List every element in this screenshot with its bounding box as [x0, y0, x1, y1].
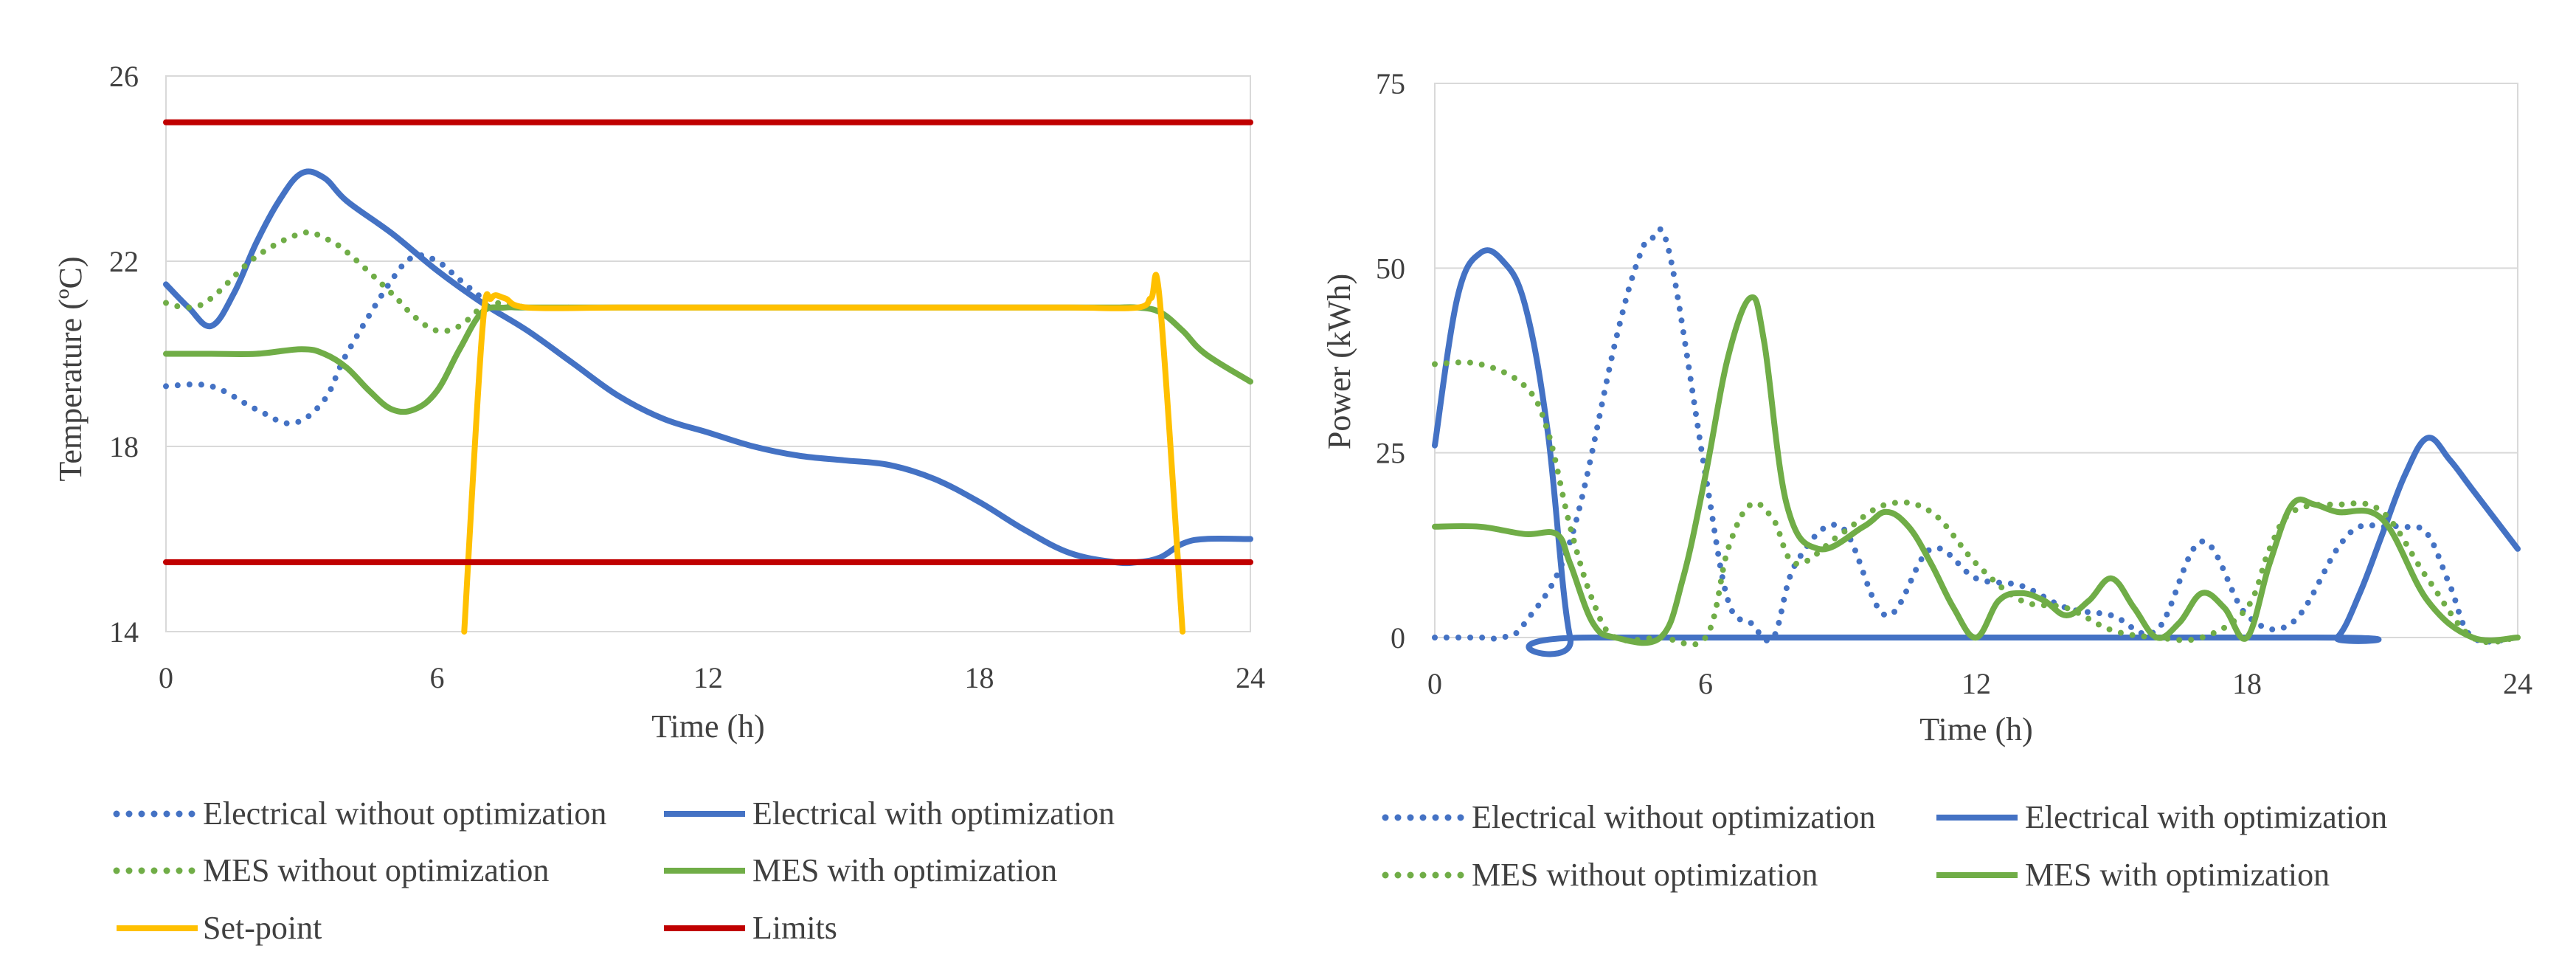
- legend-label: MES with optimization: [752, 852, 1057, 888]
- series-line-electrical-without-optimization: [163, 252, 485, 426]
- legend-label: Set-point: [203, 910, 322, 946]
- series-lines: [163, 119, 1253, 635]
- x-tick-label: 18: [2232, 667, 2262, 700]
- series-line-mes-with-optimization: [163, 304, 1253, 415]
- grid-lines: [1435, 83, 2518, 638]
- legend-label: MES without optimization: [203, 852, 549, 888]
- series-line-electrical-with-optimization: [163, 168, 1253, 567]
- series-line-electrical-without-optimization: [1432, 226, 2521, 645]
- plot-area-border: [1434, 83, 2518, 638]
- tick-labels: 0 25 50 75 0 6 12 18 24: [1376, 67, 2532, 700]
- x-tick-label: 12: [1962, 667, 1991, 700]
- series-line-electrical-with-optimization: [1432, 247, 2521, 657]
- series-lines: [1432, 226, 2521, 657]
- legend-label: Electrical with optimization: [2025, 799, 2387, 835]
- legend-label: Electrical without optimization: [1472, 799, 1875, 835]
- y-tick-label: 0: [1391, 621, 1405, 654]
- x-tick-label: 18: [965, 661, 994, 694]
- x-tick-label: 6: [1698, 667, 1713, 700]
- legend-label: Electrical without optimization: [203, 795, 606, 832]
- series-line-mes-without-optimization: [163, 229, 576, 334]
- tick-labels: 14 18 22 26 0 6 12 18 24: [109, 60, 1265, 694]
- y-axis-title: Temperature (ºC): [52, 257, 89, 482]
- x-tick-label: 24: [1236, 661, 1265, 694]
- legend-right: Electrical without optimization Electric…: [1382, 799, 2387, 893]
- series-line-set-point: [461, 272, 1186, 635]
- x-tick-label: 24: [2503, 667, 2532, 700]
- temperature-chart: 14 18 22 26 0 6 12 18 24 Time (h) Temperature (º…: [52, 60, 1265, 745]
- y-axis-title: Power (kWh): [1321, 274, 1357, 449]
- x-axis-title: Time (h): [1919, 711, 2033, 747]
- power-chart: 0 25 50 75 0 6 12 18 24 Time (h) Power (kWh): [1321, 67, 2532, 747]
- y-tick-label: 22: [109, 245, 139, 278]
- y-tick-label: 50: [1376, 252, 1405, 285]
- series-line-mes-with-optimization: [1432, 294, 2521, 646]
- x-tick-label: 0: [159, 661, 173, 694]
- legend-label: Limits: [752, 910, 837, 946]
- y-tick-label: 18: [109, 430, 139, 463]
- legend-left: Electrical without optimization Electric…: [113, 795, 1115, 946]
- series-line-mes-without-optimization: [1432, 359, 2521, 648]
- y-tick-label: 26: [109, 60, 139, 93]
- y-tick-label: 14: [109, 615, 139, 649]
- legend-label: MES with optimization: [2025, 857, 2330, 893]
- y-tick-label: 75: [1376, 67, 1405, 100]
- y-tick-label: 25: [1376, 437, 1405, 470]
- x-axis-title: Time (h): [651, 708, 765, 745]
- x-tick-label: 12: [693, 661, 723, 694]
- legend-label: MES without optimization: [1472, 857, 1818, 893]
- x-tick-label: 0: [1427, 667, 1442, 700]
- grid-lines: [166, 75, 1250, 632]
- x-tick-label: 6: [430, 661, 445, 694]
- legend-label: Electrical with optimization: [752, 795, 1115, 832]
